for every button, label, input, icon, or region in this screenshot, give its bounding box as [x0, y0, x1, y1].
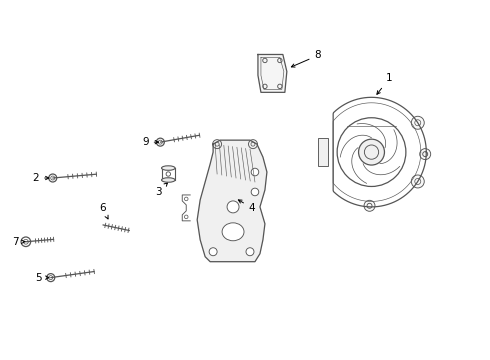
Circle shape [166, 172, 171, 176]
Bar [318, 138, 328, 166]
Text: 5: 5 [35, 273, 49, 283]
Polygon shape [258, 54, 287, 92]
Circle shape [359, 139, 385, 165]
Text: 4: 4 [238, 200, 255, 213]
Text: 3: 3 [155, 183, 168, 197]
Circle shape [213, 140, 221, 149]
Text: 6: 6 [99, 203, 108, 219]
Circle shape [251, 168, 259, 176]
Text: 7: 7 [13, 237, 25, 247]
Circle shape [411, 175, 424, 188]
Circle shape [227, 201, 239, 213]
Polygon shape [197, 140, 267, 262]
Circle shape [364, 200, 375, 211]
Text: 9: 9 [142, 137, 158, 147]
Ellipse shape [222, 223, 244, 241]
Text: 1: 1 [377, 73, 393, 94]
Text: 2: 2 [32, 173, 49, 183]
Circle shape [248, 140, 257, 149]
Circle shape [209, 248, 217, 256]
Ellipse shape [162, 178, 175, 182]
Circle shape [420, 149, 431, 159]
Ellipse shape [162, 166, 175, 170]
Circle shape [411, 116, 424, 129]
Circle shape [251, 188, 259, 196]
Text: 8: 8 [292, 50, 321, 67]
Circle shape [246, 248, 254, 256]
